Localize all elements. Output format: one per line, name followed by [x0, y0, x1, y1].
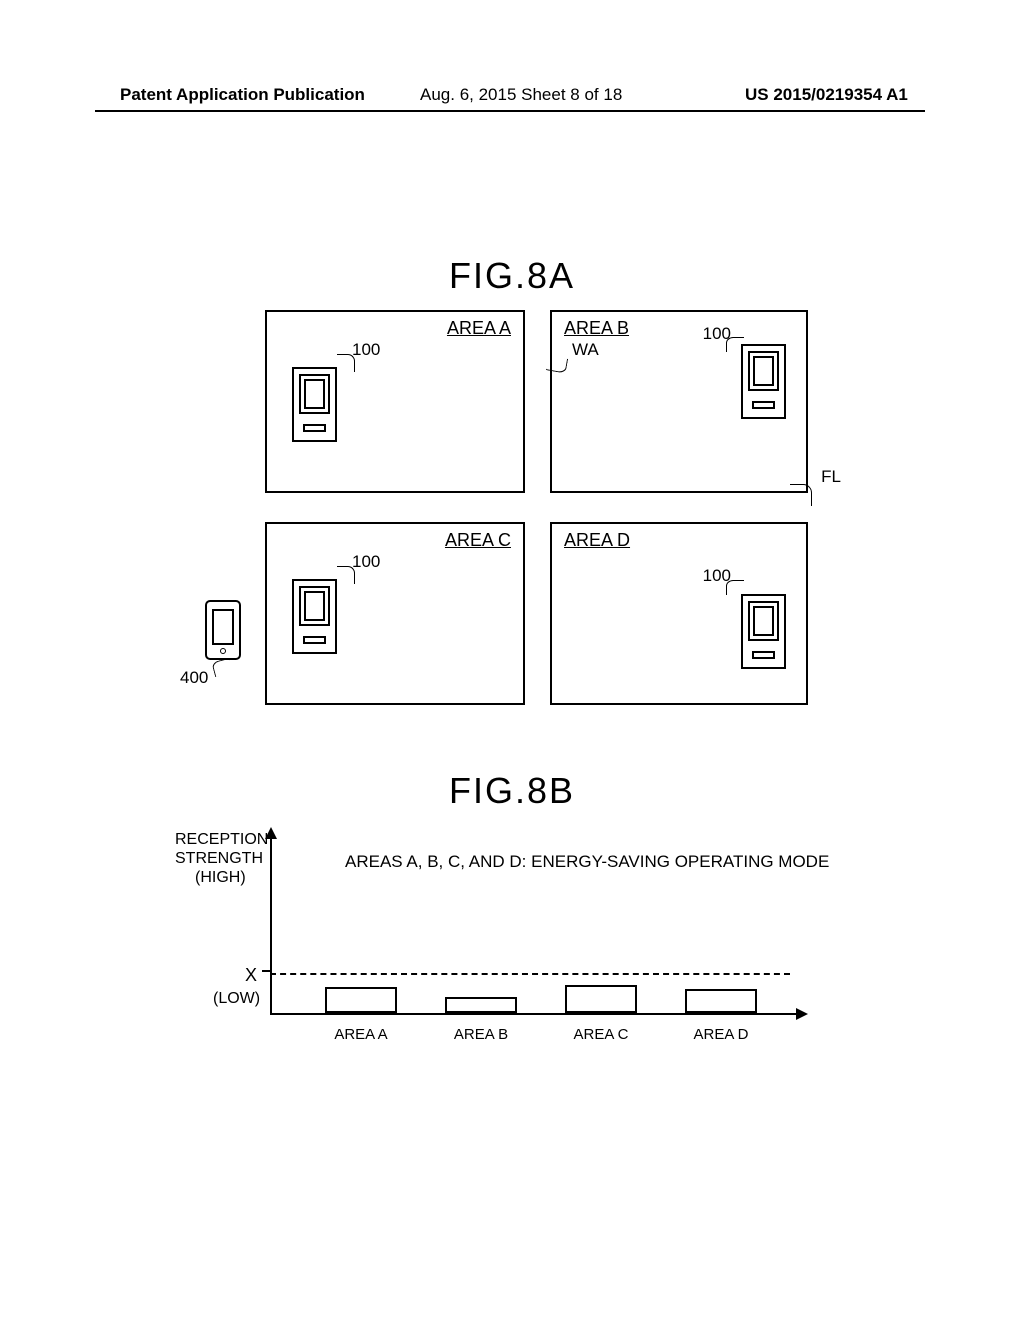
- leader-line: [337, 354, 355, 372]
- area-c-ref: 100: [352, 552, 380, 572]
- bar: [445, 997, 517, 1013]
- header-patent-number: US 2015/0219354 A1: [745, 85, 908, 105]
- device-icon: [741, 594, 786, 669]
- bar-label: AREA C: [551, 1026, 651, 1043]
- x-axis-arrow-icon: [796, 1008, 808, 1020]
- leader-line: [726, 580, 744, 595]
- fig8a-title: FIG.8A: [0, 255, 1024, 297]
- device-icon: [292, 579, 337, 654]
- bar: [325, 987, 397, 1013]
- device-slot: [303, 424, 326, 432]
- area-b-label: AREA B: [564, 318, 629, 339]
- mobile-device-icon: [205, 600, 241, 660]
- y-low-label: (LOW): [213, 990, 260, 1008]
- fig8b-title: FIG.8B: [0, 770, 1024, 812]
- area-d-box: AREA D 100: [550, 522, 808, 705]
- leader-400: [211, 658, 232, 677]
- threshold-line: [270, 973, 790, 975]
- y-axis-line: [270, 830, 272, 1015]
- threshold-label: X: [245, 965, 257, 986]
- fig8b-chart: RECEPTION STRENGTH (HIGH) X (LOW) AREAS …: [175, 830, 855, 1090]
- fig8a-diagram: AREA A 100 AREA B 100 WA FL AREA C 100 A…: [265, 310, 810, 710]
- header-publication: Patent Application Publication: [120, 85, 365, 105]
- header-date-sheet: Aug. 6, 2015 Sheet 8 of 18: [420, 85, 622, 105]
- y-axis-label: RECEPTION STRENGTH (HIGH): [175, 830, 268, 888]
- bar-label: AREA A: [311, 1026, 411, 1043]
- device-icon: [292, 367, 337, 442]
- device-screen-inner: [753, 606, 774, 636]
- bar: [565, 985, 637, 1013]
- leader-line: [337, 566, 355, 584]
- bar-label: AREA D: [671, 1026, 771, 1043]
- fl-label: FL: [821, 467, 841, 487]
- bar: [685, 989, 757, 1013]
- device-slot: [752, 401, 775, 409]
- device-screen-inner: [753, 356, 774, 386]
- wa-leader: [546, 355, 568, 373]
- chart-plot-area: AREA AAREA BAREA CAREA D: [270, 830, 805, 1015]
- area-c-label: AREA C: [445, 530, 511, 551]
- y-axis-arrow-icon: [265, 827, 277, 839]
- x-axis-line: [270, 1013, 805, 1015]
- device-screen: [748, 601, 779, 641]
- device-screen: [299, 586, 330, 626]
- area-d-label: AREA D: [564, 530, 630, 551]
- bar-label: AREA B: [431, 1026, 531, 1043]
- area-a-label: AREA A: [447, 318, 511, 339]
- mobile-screen: [212, 609, 234, 645]
- mobile-ref-400: 400: [180, 668, 208, 688]
- device-screen: [299, 374, 330, 414]
- area-c-box: AREA C 100: [265, 522, 525, 705]
- area-a-box: AREA A 100: [265, 310, 525, 493]
- device-screen-inner: [304, 591, 325, 621]
- area-a-ref: 100: [352, 340, 380, 360]
- device-slot: [752, 651, 775, 659]
- mobile-home-button: [220, 648, 226, 654]
- device-slot: [303, 636, 326, 644]
- x-tick: [262, 970, 270, 972]
- header-divider: [95, 110, 925, 112]
- area-b-box: AREA B 100 WA FL: [550, 310, 808, 493]
- device-screen-inner: [304, 379, 325, 409]
- device-screen: [748, 351, 779, 391]
- fl-leader: [790, 484, 812, 506]
- device-icon: [741, 344, 786, 419]
